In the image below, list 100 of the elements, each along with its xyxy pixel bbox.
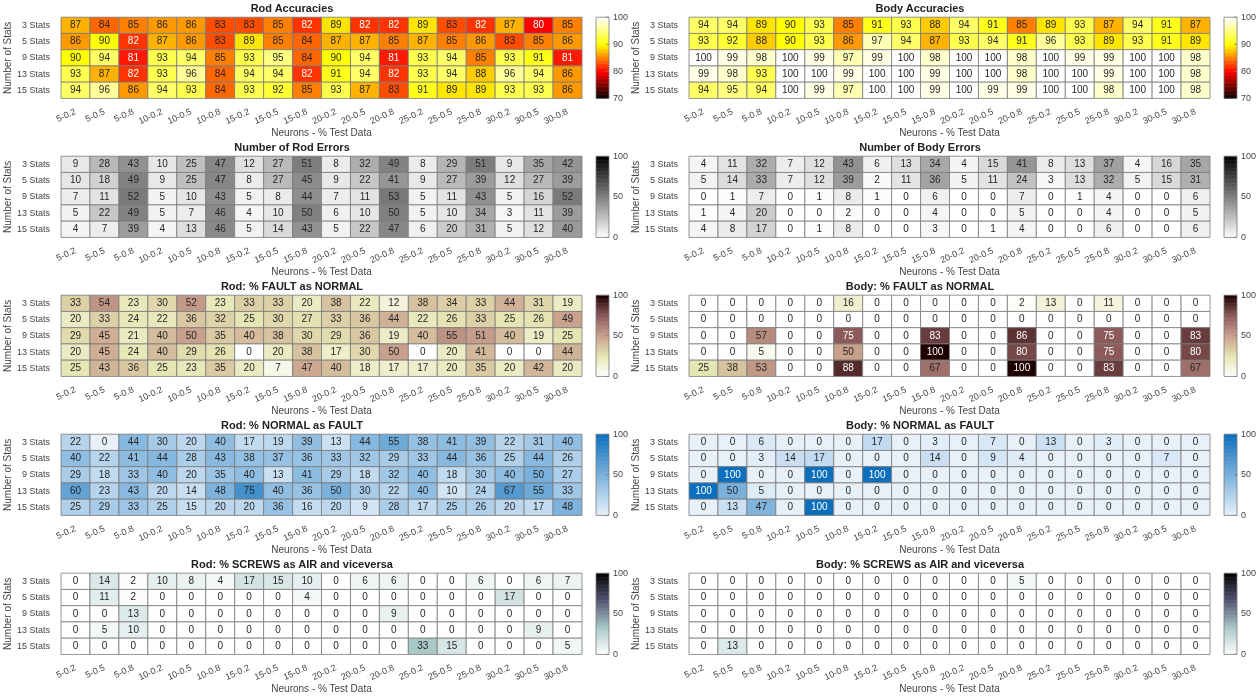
data-label: 19 — [533, 329, 545, 341]
chart-title: Body: % NORMAL as FAULT — [845, 418, 995, 431]
data-label: 9 — [159, 174, 166, 186]
data-label: 33 — [69, 297, 82, 309]
data-label: 50 — [533, 468, 545, 480]
data-label: 4 — [700, 158, 707, 170]
y-tick-label: 13 Stats — [644, 624, 679, 635]
data-label: 0 — [477, 640, 484, 652]
x-axis-title: Neurons - % Test Data — [899, 543, 1001, 555]
data-label: 100 — [1158, 84, 1176, 96]
y-axis-title: Number of Stats — [1, 160, 13, 233]
data-label: 18 — [359, 468, 371, 480]
data-label: 8 — [845, 223, 852, 235]
data-label: 39 — [842, 174, 855, 186]
data-label: 100 — [810, 501, 829, 513]
data-label: 44 — [156, 452, 169, 464]
data-label: 0 — [1019, 640, 1026, 652]
data-label: 27 — [301, 313, 314, 325]
data-label: 67 — [504, 484, 516, 496]
data-label: 1 — [816, 223, 823, 235]
data-label: 85 — [842, 19, 855, 31]
data-label: 100 — [695, 51, 713, 63]
data-label: 51 — [475, 329, 487, 341]
data-label: 0 — [729, 575, 736, 587]
data-label: 7 — [1163, 452, 1170, 464]
y-tick-label: 9 Stats — [22, 469, 51, 480]
data-label: 49 — [388, 158, 400, 170]
data-label: 15 — [987, 158, 999, 170]
data-label: 0 — [758, 297, 765, 309]
y-tick-label: 13 Stats — [16, 68, 51, 79]
data-label: 22 — [359, 223, 371, 235]
data-label: 91 — [871, 19, 884, 31]
data-label: 100 — [1042, 51, 1060, 63]
data-label: 33 — [330, 313, 342, 325]
data-label: 0 — [961, 362, 968, 374]
data-label: 33 — [417, 640, 429, 652]
data-label: 98 — [1189, 84, 1202, 96]
y-tick-label: 3 Stats — [22, 297, 51, 308]
data-label: 90 — [330, 51, 342, 63]
data-label: 0 — [275, 591, 282, 603]
data-label: 0 — [990, 345, 997, 357]
data-label: 100 — [1129, 84, 1147, 96]
data-label: 0 — [1192, 591, 1199, 603]
data-label: 13 — [726, 501, 739, 513]
data-label: 25 — [185, 158, 198, 170]
data-label: 35 — [214, 468, 227, 480]
data-label: 6 — [420, 223, 427, 235]
data-label: 94 — [987, 35, 999, 47]
data-label: 27 — [272, 174, 285, 186]
data-label: 5 — [564, 640, 571, 652]
data-label: 0 — [477, 623, 484, 635]
y-tick-label: 3 Stats — [650, 158, 679, 169]
data-label: 14 — [98, 575, 111, 587]
data-label: 42 — [561, 158, 574, 170]
data-label: 0 — [1019, 501, 1026, 513]
data-label: 33 — [272, 297, 285, 309]
data-label: 0 — [448, 607, 455, 619]
data-label: 98 — [1189, 67, 1202, 79]
color-bar-label: 100 — [1241, 11, 1256, 22]
y-tick-label: 13 Stats — [16, 624, 51, 635]
data-label: 38 — [417, 297, 429, 309]
data-label: 100 — [1042, 67, 1060, 79]
data-label: 25 — [504, 313, 516, 325]
data-label: 50 — [330, 484, 342, 496]
y-axis-title: Number of Stats — [1, 438, 13, 511]
y-tick-label: 15 Stats — [644, 223, 679, 234]
data-label: 19 — [388, 329, 400, 341]
data-label: 24 — [475, 484, 487, 496]
data-label: 32 — [359, 158, 371, 170]
data-label: 0 — [1192, 623, 1199, 635]
data-label: 94 — [446, 51, 458, 63]
data-label: 0 — [1105, 575, 1112, 587]
x-tick-label: 5-0.8 — [112, 106, 136, 125]
data-label: 0 — [1076, 345, 1083, 357]
data-label: 3 — [1048, 174, 1055, 186]
data-label: 94 — [359, 51, 371, 63]
data-label: 0 — [903, 468, 910, 480]
data-label: 11 — [533, 206, 545, 218]
data-label: 35 — [214, 362, 227, 374]
y-tick-label: 9 Stats — [650, 191, 679, 202]
data-label: 19 — [272, 436, 285, 448]
data-label: 39 — [301, 436, 314, 448]
data-label: 0 — [903, 484, 910, 496]
data-label: 20 — [272, 345, 285, 357]
data-label: 17 — [871, 436, 884, 448]
data-label: 0 — [1192, 607, 1199, 619]
data-label: 0 — [1019, 436, 1026, 448]
data-label: 0 — [874, 297, 881, 309]
x-axis-title: Neurons - % Test Data — [271, 126, 373, 138]
data-label: 93 — [958, 35, 970, 47]
data-label: 0 — [130, 640, 137, 652]
data-label: 0 — [1163, 206, 1170, 218]
y-tick-label: 13 Stats — [16, 346, 51, 357]
data-label: 82 — [388, 67, 400, 79]
data-label: 48 — [561, 501, 574, 513]
data-label: 4 — [961, 158, 968, 170]
data-label: 100 — [955, 84, 973, 96]
chart-title: Body: % SCREWS as AIR and viceversa — [815, 557, 1025, 570]
data-label: 0 — [729, 591, 736, 603]
data-label: 100 — [1129, 51, 1147, 63]
